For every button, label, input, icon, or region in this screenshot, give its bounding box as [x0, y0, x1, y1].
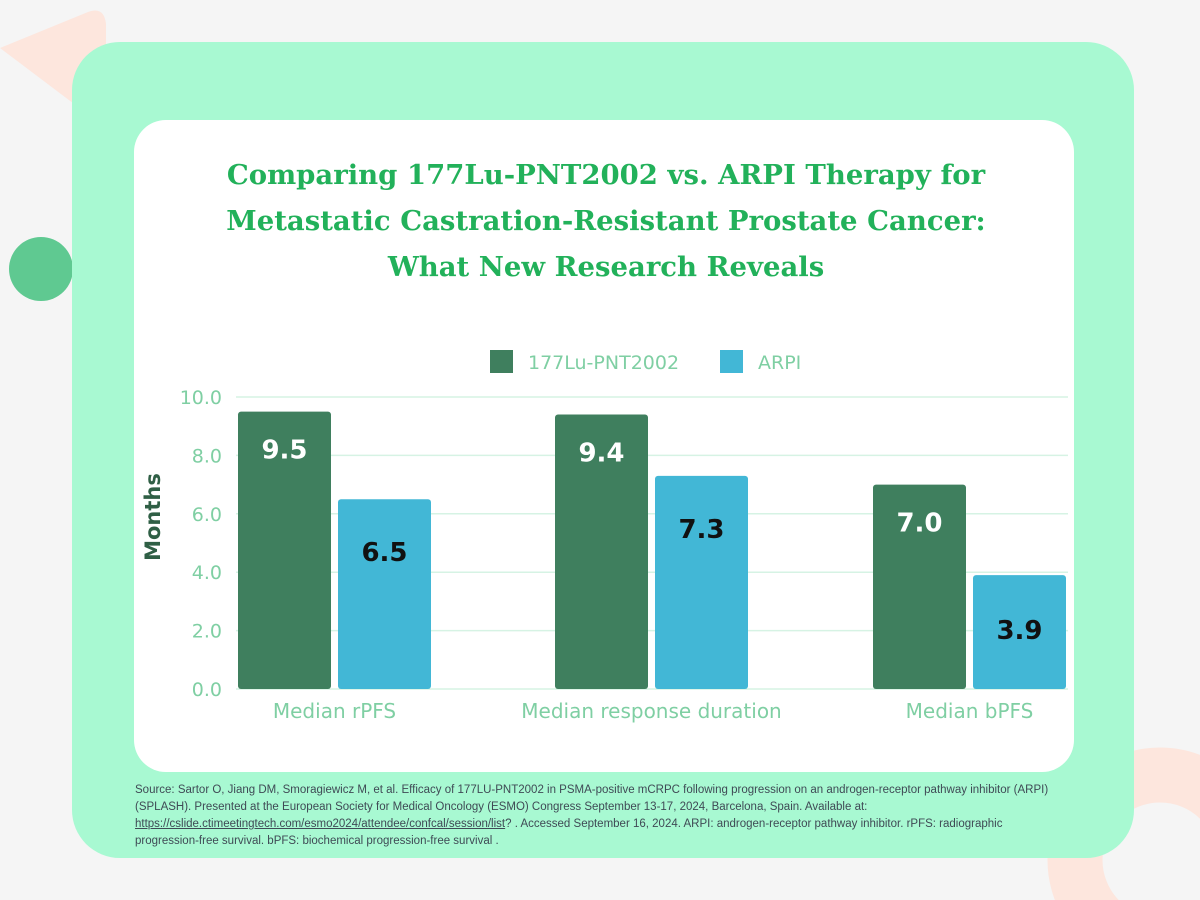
source-link[interactable]: https://cslide.ctimeetingtech.com/esmo20…	[135, 818, 506, 830]
bar	[973, 575, 1066, 689]
bar	[873, 484, 966, 689]
data-label: 6.5	[361, 538, 407, 568]
bar	[238, 411, 331, 689]
y-tick-label: 4.0	[192, 562, 222, 584]
decorative-ring	[1047, 747, 1200, 900]
y-tick-label: 10.0	[180, 387, 222, 409]
bar	[655, 475, 748, 689]
legend-label: 177Lu-PNT2002	[528, 352, 679, 374]
legend-swatch	[490, 350, 513, 373]
y-tick-label: 8.0	[192, 445, 222, 467]
y-tick-label: 2.0	[192, 621, 222, 643]
y-tick-label: 6.0	[192, 504, 222, 526]
decorative-circle	[9, 237, 73, 301]
title-line-1: Comparing 177Lu-PNT2002 vs. ARPI Therapy…	[226, 159, 986, 191]
data-label: 7.3	[678, 515, 724, 545]
y-axis-label: Months	[141, 473, 165, 561]
legend-label: ARPI	[758, 352, 801, 374]
y-tick-label: 0.0	[192, 679, 222, 701]
x-tick-label: Median response duration	[521, 699, 781, 723]
x-tick-label: Median rPFS	[273, 699, 396, 723]
data-label: 7.0	[896, 509, 942, 539]
source-text-end: ? . Accessed September 16, 2024. ARPI: a…	[135, 818, 1003, 847]
bar	[555, 414, 648, 689]
source-citation: Source: Sartor O, Jiang DM, Smoragiewicz…	[135, 782, 1065, 850]
source-text: Source: Sartor O, Jiang DM, Smoragiewicz…	[135, 784, 1049, 813]
legend-swatch	[720, 350, 743, 373]
x-tick-label: Median bPFS	[906, 699, 1034, 723]
title-line-2: Metastatic Castration-Resistant Prostate…	[226, 205, 986, 237]
data-label: 9.5	[261, 436, 307, 466]
bar	[338, 499, 431, 689]
title-line-3: What New Research Reveals	[387, 251, 825, 283]
chart-title: Comparing 177Lu-PNT2002 vs. ARPI Therapy…	[0, 152, 1200, 290]
data-label: 3.9	[996, 616, 1042, 646]
data-label: 9.4	[578, 439, 624, 469]
